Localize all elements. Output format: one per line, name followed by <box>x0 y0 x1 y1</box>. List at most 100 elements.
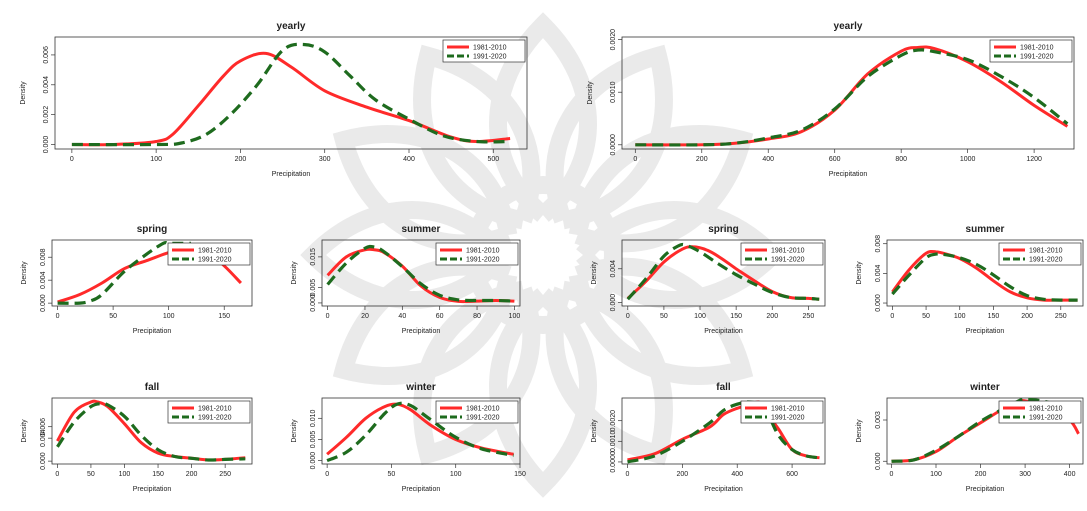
legend: 1981-2010 1991-2020 <box>740 242 824 266</box>
y-tick-label: 0.005 <box>310 279 317 297</box>
x-tick-label: 50 <box>87 471 95 478</box>
legend: 1981-2010 1991-2020 <box>435 400 519 424</box>
density-line-1991-2020 <box>627 400 820 464</box>
series-group <box>891 249 1078 302</box>
y-tick-label: 0.0010 <box>610 81 617 103</box>
x-axis-label: Precipitation <box>829 171 868 178</box>
panel-title: spring <box>137 224 168 235</box>
x-tick-label: 0 <box>890 471 894 478</box>
x-tick-label: 200 <box>677 471 689 478</box>
panel-title: spring <box>708 224 739 235</box>
y-axis-label: Density <box>587 81 594 105</box>
density-panel-p3: spring 0 50 100 150 0.000 0.004 0.008 Precipitat… <box>21 224 253 335</box>
legend: 1981-2010 1991-2020 <box>442 39 526 63</box>
legend: 1981-2010 1991-2020 <box>167 242 251 266</box>
x-axis-label: Precipitation <box>402 486 441 493</box>
x-tick-label: 200 <box>1021 313 1033 320</box>
panel-title: winter <box>405 382 436 393</box>
x-tick-label: 0 <box>626 471 630 478</box>
x-tick-label: 50 <box>388 471 396 478</box>
x-tick-label: 50 <box>109 313 117 320</box>
x-tick-label: 0 <box>890 313 894 320</box>
x-tick-label: 150 <box>514 471 526 478</box>
legend-entry: 1981-2010 <box>466 406 500 413</box>
plot-frame <box>886 239 1084 307</box>
x-tick-label: 100 <box>119 471 131 478</box>
density-line-1991-2020 <box>635 48 1069 147</box>
x-tick-label: 200 <box>696 156 708 163</box>
y-tick-label: 0.004 <box>875 265 882 283</box>
density-line-1981-2010 <box>635 45 1069 147</box>
density-line-1991-2020 <box>71 42 511 147</box>
y-axis-label: Density <box>291 419 298 443</box>
x-tick-label: 400 <box>762 156 774 163</box>
panel-title: summer <box>966 224 1005 235</box>
legend-entry: 1991-2020 <box>1020 54 1054 61</box>
x-axis-label: Precipitation <box>704 328 743 335</box>
y-tick-label: 0.004 <box>40 271 47 289</box>
y-tick-label: 0.004 <box>610 260 617 278</box>
x-tick-label: 20 <box>361 313 369 320</box>
y-tick-label: 0.000 <box>40 452 47 470</box>
y-tick-label: 0.008 <box>875 235 882 253</box>
legend-entry: 1991-2020 <box>1029 257 1063 264</box>
legend-entry: 1991-2020 <box>771 257 805 264</box>
x-tick-label: 0 <box>56 313 60 320</box>
x-tick-label: 60 <box>436 313 444 320</box>
x-tick-label: 150 <box>152 471 164 478</box>
density-panel-p4: summer 0 20 40 60 80 100 0.0000.005 0.015 Precipi… <box>291 224 521 335</box>
y-tick-label: 0.000 <box>610 294 617 312</box>
density-line-1991-2020 <box>626 242 820 301</box>
x-tick-label: 250 <box>1055 313 1067 320</box>
y-tick-label: 0.000 <box>875 452 882 470</box>
x-axis-label: Precipitation <box>704 486 743 493</box>
x-tick-label: 400 <box>403 156 415 163</box>
x-tick-label: 600 <box>829 156 841 163</box>
legend-entry: 1981-2010 <box>771 406 805 413</box>
plot-frame <box>321 397 521 465</box>
y-tick-label: 0.000 <box>43 136 50 154</box>
legend: 1981-2010 1991-2020 <box>435 242 519 266</box>
x-tick-label: 300 <box>1019 471 1031 478</box>
plot-frame <box>54 36 528 150</box>
y-tick-label: 0.002 <box>43 106 50 124</box>
y-axis-label: Density <box>21 261 28 285</box>
series-group <box>326 401 514 463</box>
x-axis-label: Precipitation <box>402 328 441 335</box>
x-axis-label: Precipitation <box>133 328 172 335</box>
y-axis-label: Density <box>856 261 863 285</box>
legend: 1981-2010 1991-2020 <box>740 400 824 424</box>
y-axis-label: Density <box>291 261 298 285</box>
x-tick-label: 80 <box>473 313 481 320</box>
y-tick-label: 0.005 <box>310 431 317 449</box>
x-tick-label: 100 <box>930 471 942 478</box>
y-tick-label: 0.008 <box>40 248 47 266</box>
x-tick-label: 40 <box>398 313 406 320</box>
legend-entry: 1981-2010 <box>198 248 232 255</box>
legend: 1981-2010 1991-2020 <box>998 400 1082 424</box>
x-tick-label: 600 <box>786 471 798 478</box>
y-tick-label: 0.0000 <box>610 451 617 473</box>
density-panel-p8: winter 0 50 100 150 0.000 0.005 0.010 Precipitat… <box>291 382 526 493</box>
legend: 1981-2010 1991-2020 <box>998 242 1082 266</box>
panel-title: fall <box>716 382 731 393</box>
x-tick-label: 250 <box>803 313 815 320</box>
x-tick-label: 500 <box>487 156 499 163</box>
y-tick-label: 0.0020 <box>610 29 617 51</box>
y-tick-label: 0.000 <box>310 452 317 470</box>
plot-frame <box>51 397 253 465</box>
x-tick-label: 150 <box>730 313 742 320</box>
density-line-1991-2020 <box>891 252 1078 302</box>
x-tick-label: 400 <box>1064 471 1076 478</box>
series-group <box>326 244 515 304</box>
x-tick-label: 100 <box>509 313 521 320</box>
x-axis-label: Precipitation <box>966 328 1005 335</box>
legend-entry: 1991-2020 <box>198 257 232 264</box>
x-tick-label: 50 <box>660 313 668 320</box>
y-tick-label: 0.004 <box>40 429 47 447</box>
legend: 1981-2010 1991-2020 <box>167 400 251 424</box>
legend-entry: 1981-2010 <box>1029 406 1063 413</box>
y-tick-label: 0.0000 <box>610 134 617 156</box>
